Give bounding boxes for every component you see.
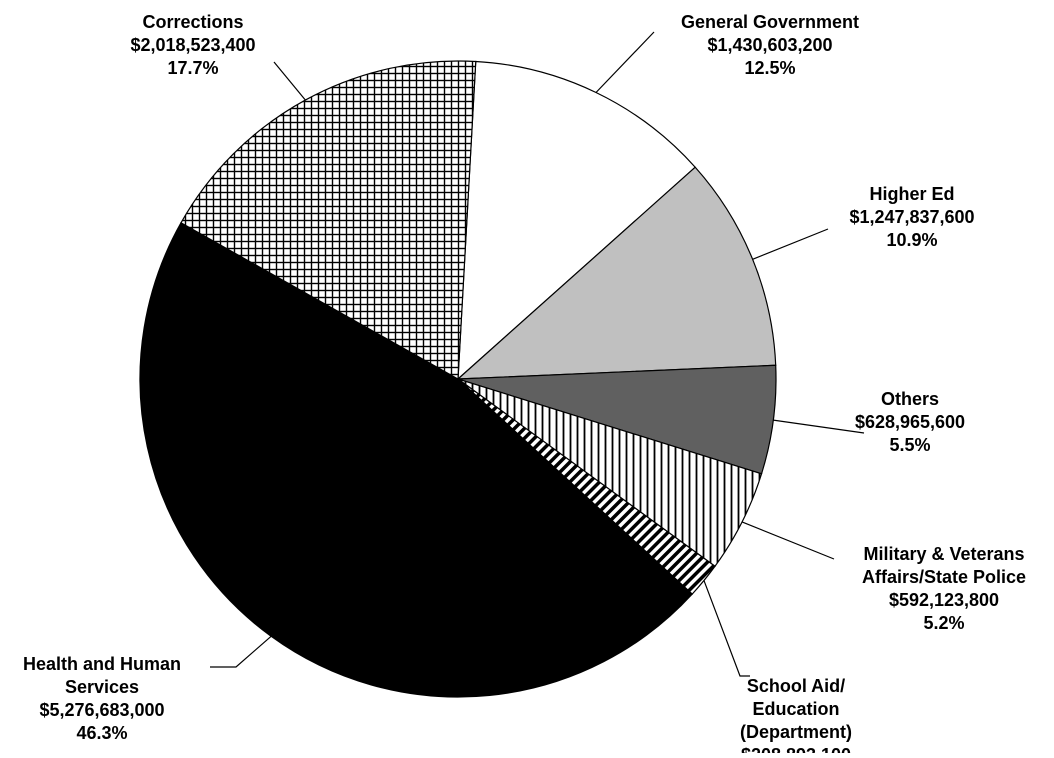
slice-label-text: School Aid/ (747, 676, 845, 696)
slice-label-text: Corrections (142, 12, 243, 32)
slice-label-text: Services (65, 677, 139, 697)
slice-label-text: Others (881, 389, 939, 409)
slice-amount: $628,965,600 (855, 412, 965, 432)
slice-percent: 5.2% (923, 613, 964, 633)
slice-label-text: Affairs/State Police (862, 567, 1026, 587)
slice-percent: 10.9% (886, 230, 937, 250)
leader-line-3 (773, 419, 865, 434)
leader-line-1 (595, 31, 655, 93)
leader-line-4 (741, 521, 835, 560)
slice-label-3: Others $628,965,600 5.5% (855, 389, 965, 455)
slice-percent: 46.3% (76, 723, 127, 743)
slice-percent: 12.5% (744, 58, 795, 78)
slice-label-text: Health and Human (23, 654, 181, 674)
slice-label-text: General Government (681, 12, 859, 32)
slice-label-text: (Department) (740, 722, 852, 742)
leader-line-7 (273, 61, 306, 101)
slice-label-4: Military & Veterans Affairs/State Police $… (862, 544, 1026, 633)
pie-slice-6 (139, 221, 694, 698)
slice-label-2: Higher Ed $1,247,837,600 10.9% (849, 184, 974, 250)
pie-slice-2 (456, 166, 777, 380)
slice-label-text: Military & Veterans (863, 544, 1024, 564)
pie-slice-1 (457, 60, 697, 381)
slice-label-1: General Government $1,430,603,200 12.5% (681, 12, 859, 78)
slice-percent: 17.7% (167, 58, 218, 78)
slice-label-5: School Aid/Education (Department) $208,893… (740, 676, 852, 758)
slice-amount: $5,276,683,000 (39, 700, 164, 720)
slice-amount: $208,893,100 (741, 745, 851, 753)
slice-amount: $1,430,603,200 (707, 35, 832, 55)
slice-amount: $592,123,800 (889, 590, 999, 610)
leader-line-6 (210, 635, 272, 668)
slice-label-7: Corrections $2,018,523,400 17.7% (130, 12, 255, 78)
leader-line-5 (703, 580, 750, 677)
slice-amount: $1,247,837,600 (849, 207, 974, 227)
slice-label-text: Higher Ed (869, 184, 954, 204)
slice-percent: 5.5% (889, 435, 930, 455)
slice-amount: $2,018,523,400 (130, 35, 255, 55)
leader-line-2 (752, 228, 829, 260)
slice-label-6: Health and Human Services $5,276,683,000 46… (23, 654, 181, 743)
slice-label-text: Education (752, 699, 839, 719)
